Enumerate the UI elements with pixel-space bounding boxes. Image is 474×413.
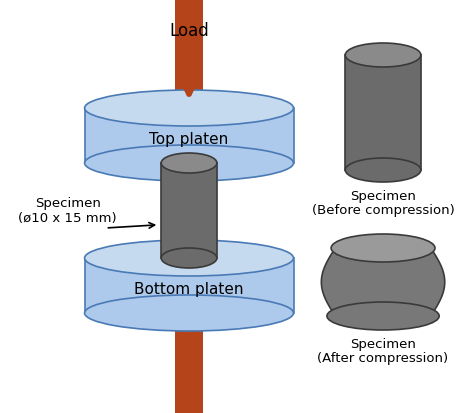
Polygon shape — [161, 163, 217, 258]
Polygon shape — [175, 0, 203, 413]
Text: Load: Load — [169, 22, 209, 40]
Ellipse shape — [84, 90, 293, 126]
Ellipse shape — [161, 153, 217, 173]
Ellipse shape — [161, 248, 217, 268]
Polygon shape — [84, 108, 293, 163]
Ellipse shape — [345, 158, 421, 182]
Text: Specimen: Specimen — [35, 197, 100, 210]
Polygon shape — [321, 248, 445, 316]
Text: Specimen: Specimen — [350, 338, 416, 351]
Text: (ø10 x 15 mm): (ø10 x 15 mm) — [18, 212, 117, 225]
Text: Bottom platen: Bottom platen — [134, 282, 244, 297]
Ellipse shape — [84, 145, 293, 181]
Text: Top platen: Top platen — [149, 132, 228, 147]
Ellipse shape — [84, 240, 293, 276]
Ellipse shape — [331, 234, 435, 262]
Text: (Before compression): (Before compression) — [312, 204, 455, 217]
Text: (After compression): (After compression) — [318, 352, 448, 365]
Ellipse shape — [327, 302, 439, 330]
Polygon shape — [84, 258, 293, 313]
Text: Specimen: Specimen — [350, 190, 416, 203]
Polygon shape — [345, 55, 421, 170]
Ellipse shape — [84, 295, 293, 331]
Ellipse shape — [345, 43, 421, 67]
